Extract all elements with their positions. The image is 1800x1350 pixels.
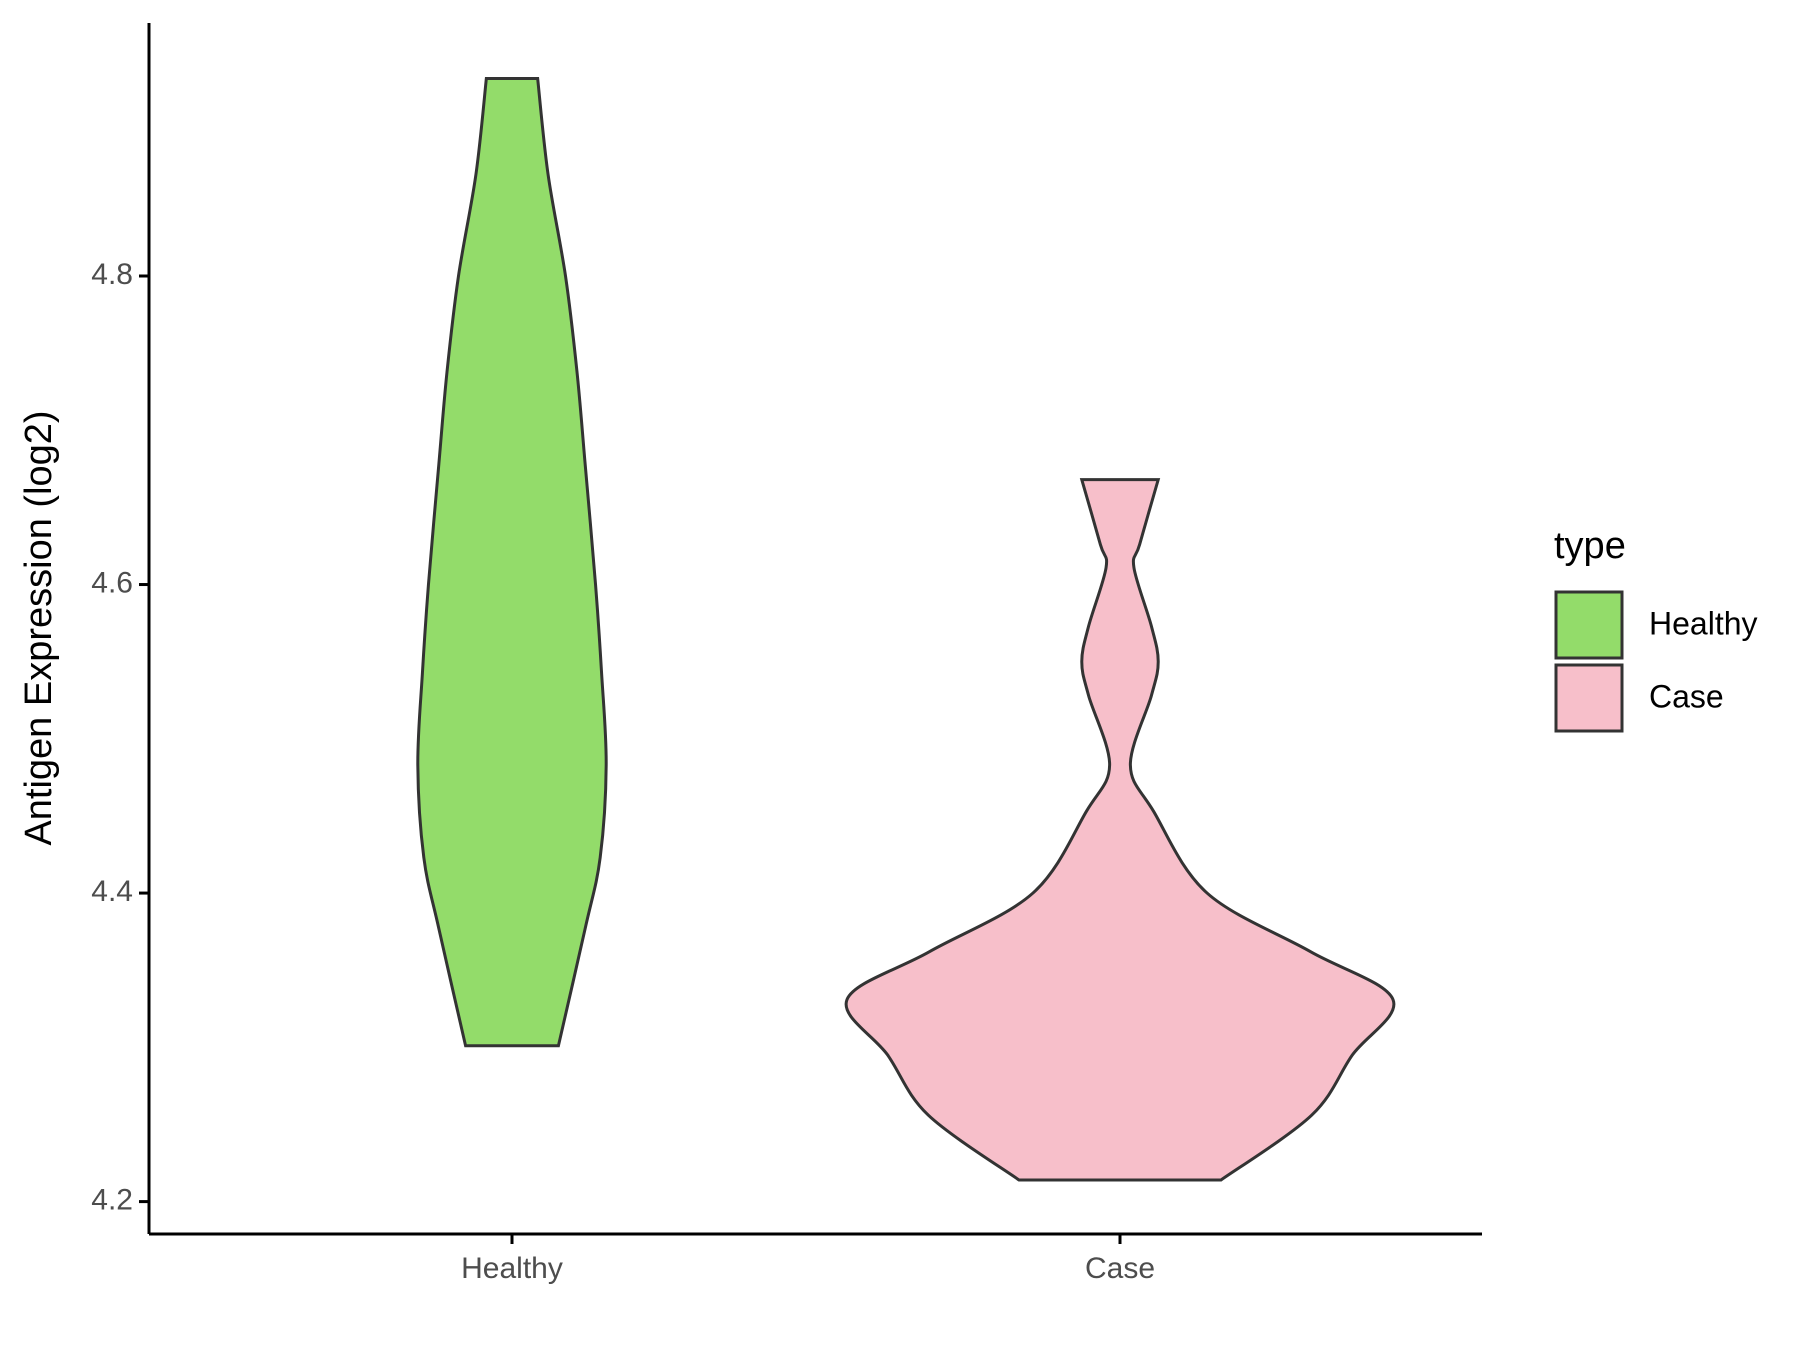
violin [416,77,608,1048]
legend-label: Case [1649,678,1724,714]
y-tick-label: 4.8 [91,258,133,291]
x-tick-label: Case [1085,1252,1155,1285]
y-axis-title: Antigen Expression (log2) [18,410,60,845]
y-tick-label: 4.4 [91,875,133,908]
legend-label: Healthy [1649,605,1758,641]
violin [844,478,1396,1182]
y-tick-label: 4.2 [91,1184,133,1217]
legend-title: type [1554,525,1626,567]
x-tick-label: Healthy [461,1252,563,1285]
legend-key [1554,663,1624,733]
y-tick-label: 4.6 [91,566,133,599]
legend-key [1554,590,1624,660]
